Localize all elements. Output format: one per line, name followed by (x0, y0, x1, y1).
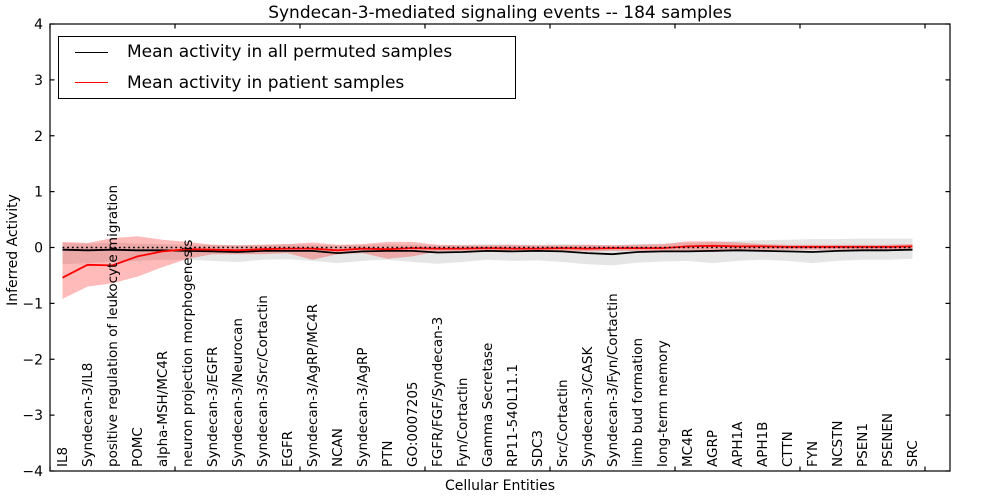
y-tick-label: 3 (34, 73, 43, 89)
x-category-label: FGFR/FGF/Syndecan-3 (430, 317, 446, 467)
x-category-label: Fyn/Cortactin (455, 378, 471, 467)
x-category-label: NCAN (330, 428, 346, 467)
x-category-label: MC4R (680, 428, 696, 467)
x-category-label: Syndecan-3/AgRP (355, 347, 371, 467)
y-tick-label: 1 (34, 185, 43, 201)
y-tick-label: −3 (22, 408, 43, 424)
legend-label-patient: Mean activity in patient samples (127, 72, 405, 93)
chart-title: Syndecan-3-mediated signaling events -- … (268, 3, 732, 23)
x-category-label: IL8 (55, 447, 71, 467)
x-category-label: Syndecan-3/AgRP/MC4R (305, 304, 321, 467)
x-category-label: PSEN1 (855, 423, 871, 467)
x-axis-title: Cellular Entities (444, 478, 556, 494)
legend-line-sample-patient-icon (75, 82, 108, 84)
x-category-label: Gamma Secretase (480, 343, 496, 467)
x-category-label: Syndecan-3/CASK (580, 346, 596, 467)
y-tick-label: −2 (22, 352, 43, 368)
x-category-label: CTTN (780, 431, 796, 467)
y-tick-label: −1 (22, 296, 43, 312)
x-category-label: Syndecan-3/IL8 (80, 363, 96, 467)
x-category-label: SRC (905, 440, 921, 467)
x-category-label: positive regulation of leukocyte migrati… (105, 185, 121, 467)
x-category-label: Syndecan-3/Neurocan (230, 318, 246, 467)
legend-label-permuted: Mean activity in all permuted samples (127, 42, 453, 63)
x-category-label: neuron projection morphogenesis (180, 240, 196, 467)
y-tick-label: 4 (34, 17, 43, 33)
x-category-label: SDC3 (530, 430, 546, 467)
x-category-label: limb bud formation (630, 338, 646, 467)
x-category-label: GO:0007205 (405, 381, 421, 467)
legend-item-permuted: Mean activity in all permuted samples (59, 38, 515, 66)
permuted-mean-line (62, 248, 913, 256)
x-category-label: PSENEN (880, 413, 896, 467)
x-category-label: RP11-540L11.1 (505, 364, 521, 467)
y-axis-title: Inferred Activity (5, 194, 21, 306)
x-category-label: long-term memory (655, 340, 671, 467)
x-category-label: POMC (130, 427, 146, 467)
legend-item-patient: Mean activity in patient samples (59, 69, 515, 97)
y-tick-label: 0 (34, 241, 43, 257)
x-category-label: APH1A (730, 421, 746, 467)
x-category-label: FYN (805, 441, 821, 467)
x-category-label: Syndecan-3/EGFR (205, 347, 221, 467)
x-category-label: NCSTN (830, 421, 846, 467)
y-tick-label: 2 (34, 129, 43, 145)
x-category-label: EGFR (280, 431, 296, 467)
legend: Mean activity in all permuted samples Me… (58, 36, 516, 99)
x-category-label: APH1B (755, 422, 771, 467)
x-category-label: alpha-MSH/MC4R (155, 351, 171, 467)
x-category-label: Syndecan-3/Src/Cortactin (255, 295, 271, 467)
x-category-label: Syndecan-3/Fyn/Cortactin (605, 293, 621, 467)
x-category-label: PTN (380, 441, 396, 468)
y-tick-label: −4 (22, 464, 43, 480)
x-category-label: AGRP (705, 430, 721, 467)
patient-mean-line (62, 244, 913, 279)
x-category-label: Src/Cortactin (555, 379, 571, 467)
patient-samples-std-band (62, 236, 913, 299)
legend-line-sample-permuted-icon (75, 51, 108, 53)
